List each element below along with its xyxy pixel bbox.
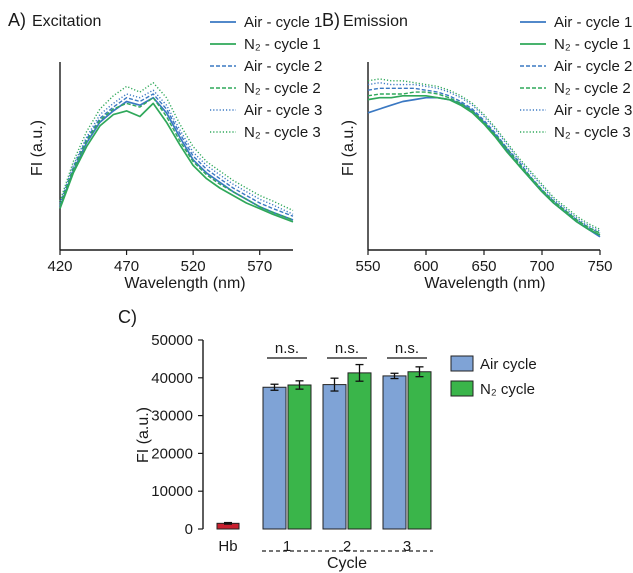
panel-a-x-tick-label: 420 [47, 258, 72, 275]
panel-a-ylabel: FI (a.u.) [29, 120, 46, 176]
panel-b-series-line [367, 81, 601, 232]
panel-b-x-tick-label: 600 [413, 258, 438, 275]
panel-a-x-tick-label: 470 [114, 258, 139, 275]
panel-b-x-tick-label: 650 [471, 258, 496, 275]
panel-c-legend-label: N₂ cycle [480, 381, 535, 398]
panel-b-series-line [367, 91, 601, 234]
panel-a-series-line [59, 93, 294, 217]
panel-c-x-tick-label: 3 [403, 538, 411, 555]
panel-a-series-line [59, 96, 294, 221]
panel-a-legend-label: N₂ - cycle 2 [244, 80, 321, 97]
n2-cycle-bar [407, 371, 432, 530]
panel-b-series-line [367, 78, 601, 230]
panel-c-chart: 0 10000 20000 30000 40000 50000 Hb 1 n.s. 2 n.s. 3 n… [151, 332, 536, 555]
panel-a-title: Excitation [32, 13, 101, 30]
panel-c-x-tick-label: 2 [343, 538, 351, 555]
panel-a-series-line [59, 102, 294, 223]
panel-c-y-tick-label: 20000 [151, 445, 193, 462]
panel-b-label: B) [322, 10, 340, 30]
panel-b-series-line [367, 94, 601, 236]
n2-cycle-bar [287, 384, 312, 530]
panel-a-x-tick-label: 520 [181, 258, 206, 275]
panel-c-xlabel: Cycle [327, 555, 367, 572]
panel-b-legend-label: N₂ - cycle 2 [554, 80, 631, 97]
panel-b-title: Emission [343, 13, 408, 30]
panel-b-x-tick-label: 550 [355, 258, 380, 275]
significance-label: n.s. [395, 340, 419, 357]
panel-c-y-tick-label: 40000 [151, 370, 193, 387]
panel-b-legend-label: Air - cycle 1 [554, 14, 632, 31]
panel-a-series-line [59, 89, 294, 215]
panel-c-legend-swatch [450, 355, 474, 372]
panel-b-legend-label: Air - cycle 2 [554, 58, 632, 75]
significance-label: n.s. [335, 340, 359, 357]
panel-a-series-line [59, 81, 294, 212]
air-cycle-bar [322, 384, 347, 530]
panel-c-legend-swatch [450, 380, 474, 397]
panel-a-chart: 420 470 520 570 Air - cycle 1 N₂ - cycle 1 Air… [47, 14, 322, 275]
panel-c-y-tick-label: 10000 [151, 483, 193, 500]
panel-c-legend-label: Air cycle [480, 356, 537, 373]
panel-b-ylabel: FI (a.u.) [340, 120, 357, 176]
panel-a-label: A) [8, 10, 26, 30]
panel-a-series-line [59, 96, 294, 221]
panel-c-ylabel: FI (a.u.) [135, 407, 152, 463]
panel-c-y-tick-label: 30000 [151, 408, 193, 425]
panel-a-legend-label: Air - cycle 2 [244, 58, 322, 75]
air-cycle-bar [262, 386, 287, 530]
panel-c-label: C) [118, 307, 137, 327]
panel-a-legend-label: N₂ - cycle 3 [244, 124, 321, 141]
panel-b-legend-label: N₂ - cycle 1 [554, 36, 631, 53]
panel-b-x-tick-label: 700 [529, 258, 554, 275]
panel-a-legend-label: Air - cycle 3 [244, 102, 322, 119]
air-cycle-bar [382, 375, 407, 530]
panel-b-legend-label: N₂ - cycle 3 [554, 124, 631, 141]
panel-a-xlabel: Wavelength (nm) [124, 275, 245, 292]
panel-a-x-tick-label: 570 [247, 258, 272, 275]
panel-b-chart: 550 600 650 700 750 Air - cycle 1 N₂ - cycle 1… [355, 14, 632, 275]
panel-b-xlabel: Wavelength (nm) [424, 275, 545, 292]
panel-b-legend-label: Air - cycle 3 [554, 102, 632, 119]
panel-b-x-tick-label: 750 [587, 258, 612, 275]
panel-c-y-tick-label: 50000 [151, 332, 193, 349]
panel-c-x-tick-label: Hb [218, 538, 237, 555]
panel-a-legend-label: N₂ - cycle 1 [244, 36, 321, 53]
panel-c-y-tick-label: 0 [185, 521, 193, 538]
panel-a-legend-label: Air - cycle 1 [244, 14, 322, 31]
significance-label: n.s. [275, 340, 299, 357]
panel-c-x-tick-label: 1 [283, 538, 291, 555]
n2-cycle-bar [347, 372, 372, 530]
